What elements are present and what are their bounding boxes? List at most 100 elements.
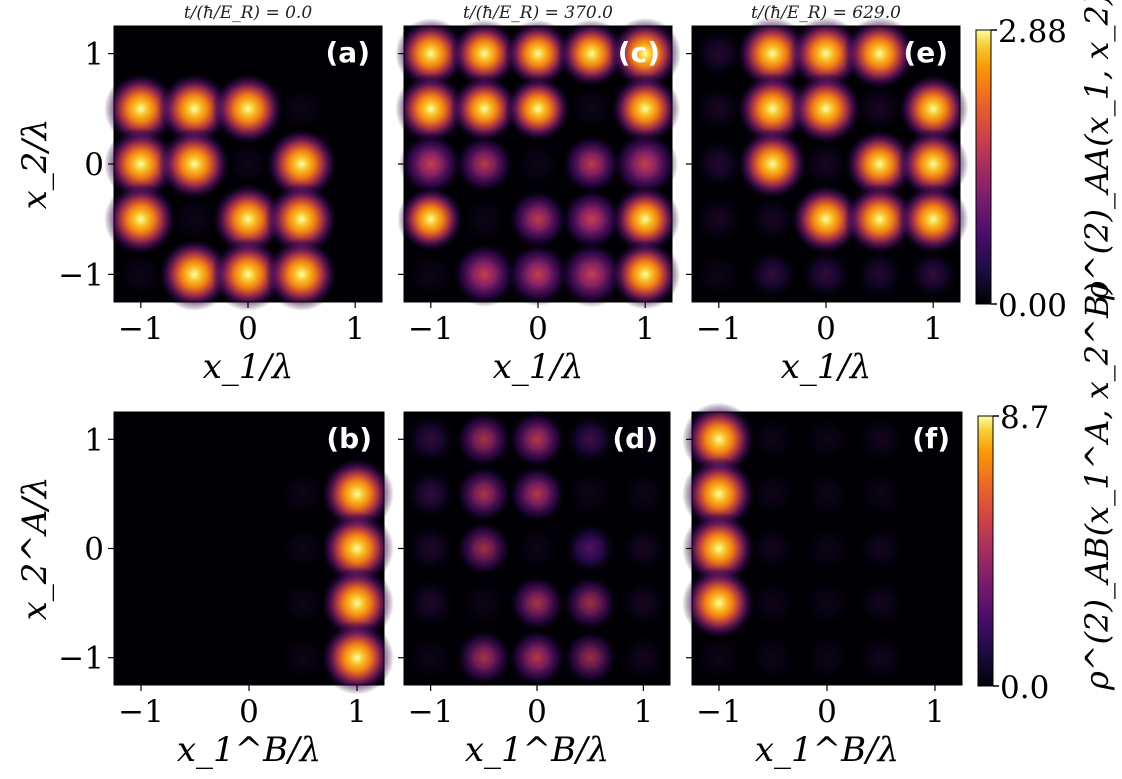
panel-d-peak — [404, 577, 457, 629]
panel-e-peak — [736, 72, 809, 146]
panel-d-peak — [563, 412, 617, 467]
colorbar-bottom: 8.7 0.0 ρ^(2)_AB(x_1^A, x_2^B) — [977, 282, 1116, 706]
panel-d-peak — [455, 410, 513, 469]
colorbar-bottom-min: 0.0 — [1000, 670, 1049, 706]
panel-a-peak — [265, 182, 339, 256]
panel-e-peak — [897, 73, 969, 145]
panel-f-peak — [747, 468, 799, 520]
panel-a-peak — [157, 127, 231, 201]
x-tick-label: −1 — [118, 311, 164, 347]
panel-e-peak — [897, 128, 969, 200]
panel-b-peak — [277, 632, 329, 683]
x-tick-label: −1 — [696, 694, 742, 730]
panel-c-peak — [506, 242, 570, 307]
panel-d-peak — [617, 632, 669, 684]
panel-b-peak — [277, 468, 329, 520]
panel-c-peak — [609, 17, 682, 90]
panel-d-peak — [562, 629, 618, 686]
panel-d-peak — [617, 577, 669, 629]
panel-f-peak — [747, 632, 799, 684]
x-axis-label: x_1^B/λ — [465, 730, 609, 770]
panel-a-peak — [104, 72, 178, 146]
panel-a-peak — [157, 237, 231, 311]
x-tick-label: −1 — [408, 694, 454, 730]
panel-f-peak — [855, 468, 907, 520]
colorbar-top-label: ρ^(2)_AA(x_1, x_2) — [1078, 0, 1116, 301]
x-axis-label: x_1^B/λ — [755, 730, 899, 770]
panel-c-peak — [566, 83, 617, 135]
y-tick-label: 1 — [84, 422, 104, 458]
panel-e-peak — [844, 128, 916, 200]
y-tick-label: 0 — [84, 532, 104, 568]
panel-b: −1 0 1 1 0 −1 x_1^B/λ x_2^A/λ (b) — [15, 411, 394, 770]
panel-c-peak — [560, 188, 623, 251]
panel-e-peak — [745, 247, 799, 301]
x-axis-label: x_1^B/λ — [177, 730, 321, 770]
panel-label: (e) — [903, 36, 948, 69]
panel-f-peak — [855, 413, 907, 466]
panel-d-peak — [404, 412, 457, 466]
panel-f-peak — [801, 468, 853, 520]
panel-f-peak — [801, 577, 853, 629]
x-tick-label: −1 — [408, 311, 454, 347]
panel-a-peak — [211, 182, 285, 256]
panel-c-peak — [399, 132, 463, 196]
panel-c-peak — [561, 133, 622, 195]
panel-d-peak — [565, 468, 616, 520]
panel-d-peak — [507, 464, 567, 524]
panel-c-peak — [395, 18, 467, 90]
panel-label: (f) — [912, 422, 950, 455]
x-tick-label: −1 — [118, 694, 164, 730]
panel-b-peak — [320, 566, 394, 640]
panel-f-peak — [747, 522, 799, 575]
panel-a-peak — [104, 127, 178, 201]
panel-d-peak — [618, 468, 669, 520]
panel-e-peak — [789, 72, 863, 146]
panel-e-peak — [843, 183, 916, 256]
panel-d-peak — [507, 409, 567, 469]
colorbar-top-max: 2.88 — [998, 14, 1067, 50]
panel-d-peak — [507, 628, 567, 688]
panel-f-peak — [747, 413, 799, 465]
panel-e-peak — [692, 27, 745, 80]
panel-c-peak — [454, 134, 515, 194]
panel-e-peak — [693, 193, 745, 245]
panel-f-peak — [682, 402, 756, 477]
panel-b-peak — [320, 620, 394, 695]
panel-b-peak — [320, 457, 394, 531]
panel-label: (b) — [326, 422, 372, 455]
panel-label: (d) — [612, 422, 658, 455]
x-axis-label: x_1/λ — [203, 347, 294, 387]
panel-d-peak — [511, 523, 563, 574]
colorbar-top-gradient — [975, 29, 992, 305]
panel-d-peak — [404, 522, 457, 575]
colorbar-bottom-max: 8.7 — [1000, 400, 1049, 436]
panel-a-peak — [169, 193, 220, 245]
panel-f-peak — [855, 522, 907, 575]
y-tick-label: 0 — [84, 147, 104, 183]
panel-e: −1 0 1 x_1/λ t/(ħ/E_R) = 629.0(e) — [686, 3, 969, 387]
panel-d-peak — [405, 632, 456, 683]
panel-f-peak — [682, 511, 756, 586]
x-tick-label: 1 — [635, 311, 655, 347]
x-axis-label: x_1/λ — [781, 347, 872, 387]
panel-b-peak — [277, 577, 329, 629]
x-tick-label: 1 — [634, 694, 654, 730]
y-axis-label: x_2/λ — [15, 119, 55, 210]
x-tick-label: 0 — [238, 311, 258, 347]
panel-e-peak — [790, 183, 862, 256]
colorbar-bottom-gradient — [977, 415, 994, 687]
panel-e-peak — [735, 17, 809, 91]
panel-d-peak — [458, 577, 509, 629]
panel-label: (c) — [618, 36, 660, 69]
panel-label: (a) — [326, 36, 371, 69]
y-axis-label: x_2^A/λ — [15, 477, 55, 621]
panel-e-peak — [693, 83, 745, 135]
panel-c-peak — [558, 241, 625, 308]
panel-d-peak — [562, 575, 619, 632]
panel-a-peak — [222, 138, 274, 190]
colorbar-top-min: 0.00 — [998, 288, 1067, 324]
x-axis-label: x_1/λ — [493, 347, 584, 387]
panel-a-peak — [265, 237, 339, 311]
panel-e-peak — [746, 193, 799, 245]
